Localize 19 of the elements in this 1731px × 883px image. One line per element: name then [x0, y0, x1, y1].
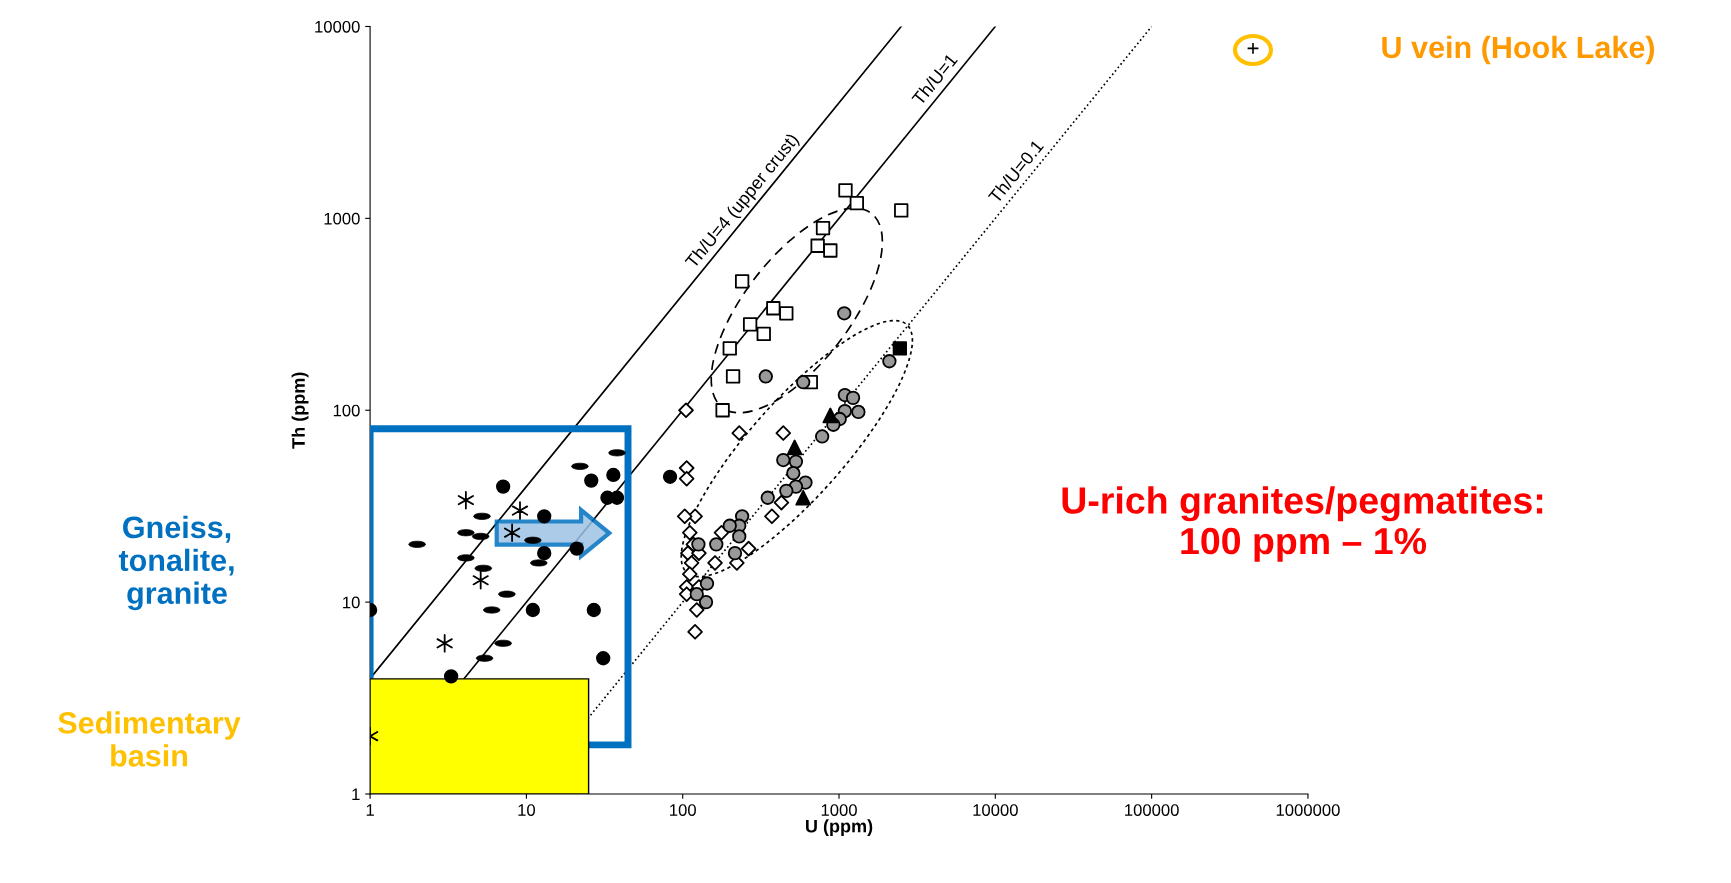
text: Sedimentary basin [58, 711, 241, 767]
y-tick-label: 100 [333, 404, 360, 417]
annotation: U-rich granites/pegmatites: 100 ppm – 1% [1062, 486, 1543, 562]
y-tick-label: 10000 [315, 20, 360, 33]
x-tick-label: 1 [366, 804, 374, 816]
y-axis-title: Th (ppm) [291, 372, 309, 449]
x-tick-label: 10 [518, 804, 536, 816]
x-tick-label: 10000 [973, 804, 1018, 816]
text: Gneiss, tonalite, granite [118, 515, 234, 611]
x-tick-label: 1000 [821, 804, 857, 816]
y-tick-label: 10 [343, 596, 360, 609]
text: U vein (Hook Lake) [1382, 35, 1655, 65]
annotation: + [1247, 42, 1259, 54]
y-tick-label: 1 [352, 788, 360, 801]
x-tick-label: 100000 [1125, 804, 1179, 816]
x-axis-title: U (ppm) [806, 819, 873, 837]
y-tick-label: 1000 [324, 212, 360, 225]
x-tick-label: 1000000 [1276, 804, 1340, 816]
x-tick-label: 100 [670, 804, 696, 816]
